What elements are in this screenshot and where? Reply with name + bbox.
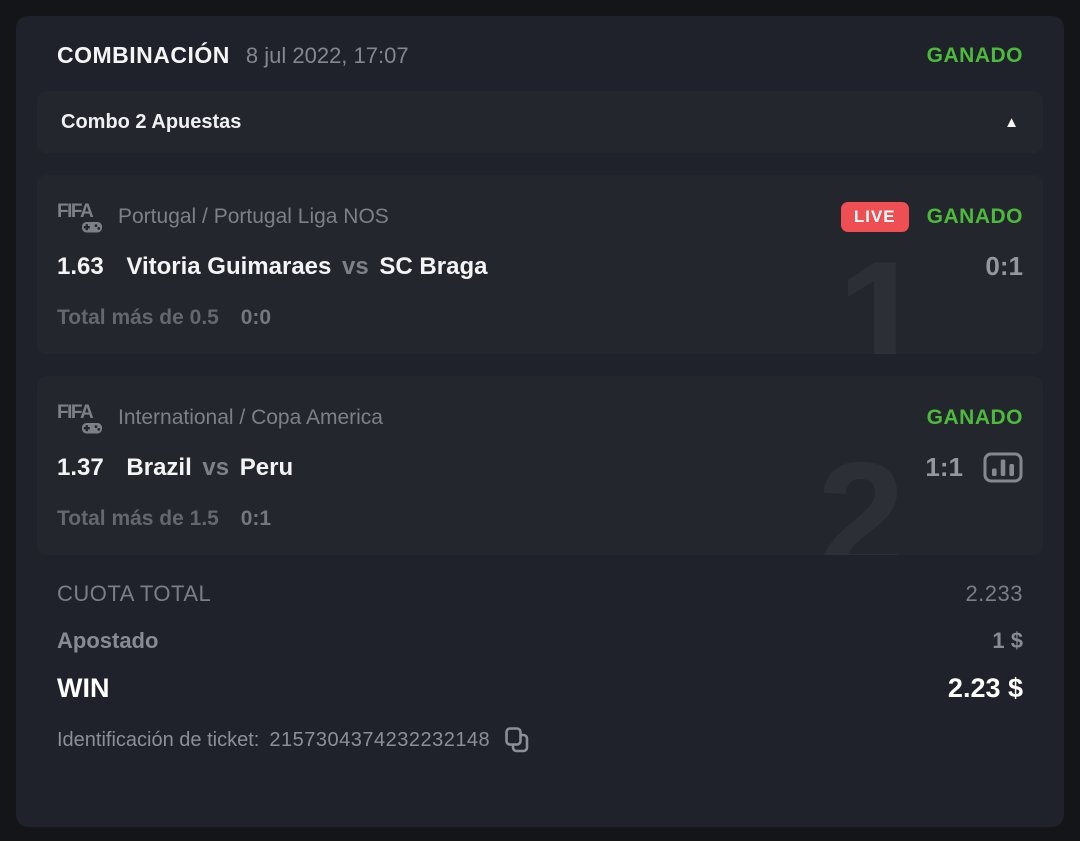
league-group: FIFA Portugal / Portugal Liga NOS [57,201,389,235]
copy-icon [505,727,529,753]
bet-matchup: 1.63 Vitoria Guimaraes vs SC Braga [57,253,487,281]
collapse-arrow-icon[interactable]: ▲ [1004,113,1019,131]
league-name: International / Copa America [118,406,383,429]
win-label: WIN [57,673,110,703]
gamepad-icon [80,421,104,436]
match-score: 0:1 [985,251,1023,281]
vs-label: vs [202,453,230,481]
win-row: WIN 2.23 $ [57,673,1023,704]
total-odds-value: 2.233 [965,581,1023,606]
away-team: SC Braga [379,252,488,280]
pick-market: Total más de 1.5 [57,507,219,530]
gamepad-icon [80,220,104,235]
bet-status-badge: GANADO [926,205,1023,228]
league-name: Portugal / Portugal Liga NOS [118,205,389,228]
bet-top-row: FIFA Portugal / Portugal Liga NOS LIVE G… [57,201,1023,235]
league-group: FIFA International / Copa America [57,402,383,436]
ticket-id-label: Identificación de ticket: [57,728,260,751]
ticket-id-row: Identificación de ticket: 21573043742322… [57,726,1023,754]
fifa-esports-icon: FIFA [57,402,105,436]
ticket-date: 8 jul 2022, 17:07 [245,43,409,68]
bet-pick-row: Total más de 0.5 0:0 [57,306,1023,330]
bet-card-1: 1 FIFA Portugal / Portugal Liga NOS LIVE [37,175,1043,354]
ticket-id-value: 2157304374232232148 [269,728,491,751]
bet-odds: 1.63 [57,252,104,280]
ticket-type-title: COMBINACIÓN [57,42,230,68]
win-value: 2.23 $ [947,673,1023,703]
bet-status-group: GANADO [927,406,1023,430]
total-odds-label: CUOTA TOTAL [57,581,212,606]
bet-number-watermark: 2 [817,430,905,555]
score-group: 0:1 [985,251,1023,282]
stake-label: Apostado [57,628,159,653]
bet-main-row: 1.37 Brazil vs Peru 1:1 [57,452,1023,483]
ticket-header-left: COMBINACIÓN 8 jul 2022, 17:07 [57,42,409,69]
combo-accordion-header[interactable]: Combo 2 Apuestas ▲ [37,91,1043,153]
pick-market: Total más de 0.5 [57,306,219,329]
live-badge: LIVE [840,202,909,232]
bet-pick-row: Total más de 1.5 0:1 [57,507,1023,531]
bet-main-row: 1.63 Vitoria Guimaraes vs SC Braga 0:1 [57,251,1023,282]
home-team: Vitoria Guimaraes [126,252,332,280]
combo-label: Combo 2 Apuestas [61,110,242,133]
ticket-header: COMBINACIÓN 8 jul 2022, 17:07 GANADO [37,42,1043,91]
pick-score: 0:0 [240,306,272,329]
bet-top-row: FIFA International / Copa America GANADO [57,402,1023,436]
stake-value: 1 $ [992,628,1023,653]
bet-matchup: 1.37 Brazil vs Peru [57,454,293,482]
score-group: 1:1 [925,452,1023,483]
match-score: 1:1 [925,452,963,482]
stats-icon[interactable] [983,452,1023,483]
away-team: Peru [239,453,294,481]
bet-status-badge: GANADO [926,406,1023,429]
copy-ticket-id-button[interactable] [504,726,530,754]
vs-label: vs [342,252,369,280]
ticket-status-badge: GANADO [926,43,1023,67]
pick-score: 0:1 [240,507,272,530]
stake-row: Apostado 1 $ [57,628,1023,654]
home-team: Brazil [126,453,192,481]
fifa-esports-icon: FIFA [57,201,105,235]
bet-number-watermark: 1 [837,229,925,354]
bet-status-group: LIVE GANADO [840,202,1023,232]
bet-odds: 1.37 [57,453,104,481]
ticket-summary: CUOTA TOTAL 2.233 Apostado 1 $ WIN 2.23 … [37,555,1043,754]
bet-card-2: 2 FIFA International / Copa America GANA… [37,376,1043,555]
bet-ticket-card: COMBINACIÓN 8 jul 2022, 17:07 GANADO Com… [16,16,1064,827]
total-odds-row: CUOTA TOTAL 2.233 [57,581,1023,607]
